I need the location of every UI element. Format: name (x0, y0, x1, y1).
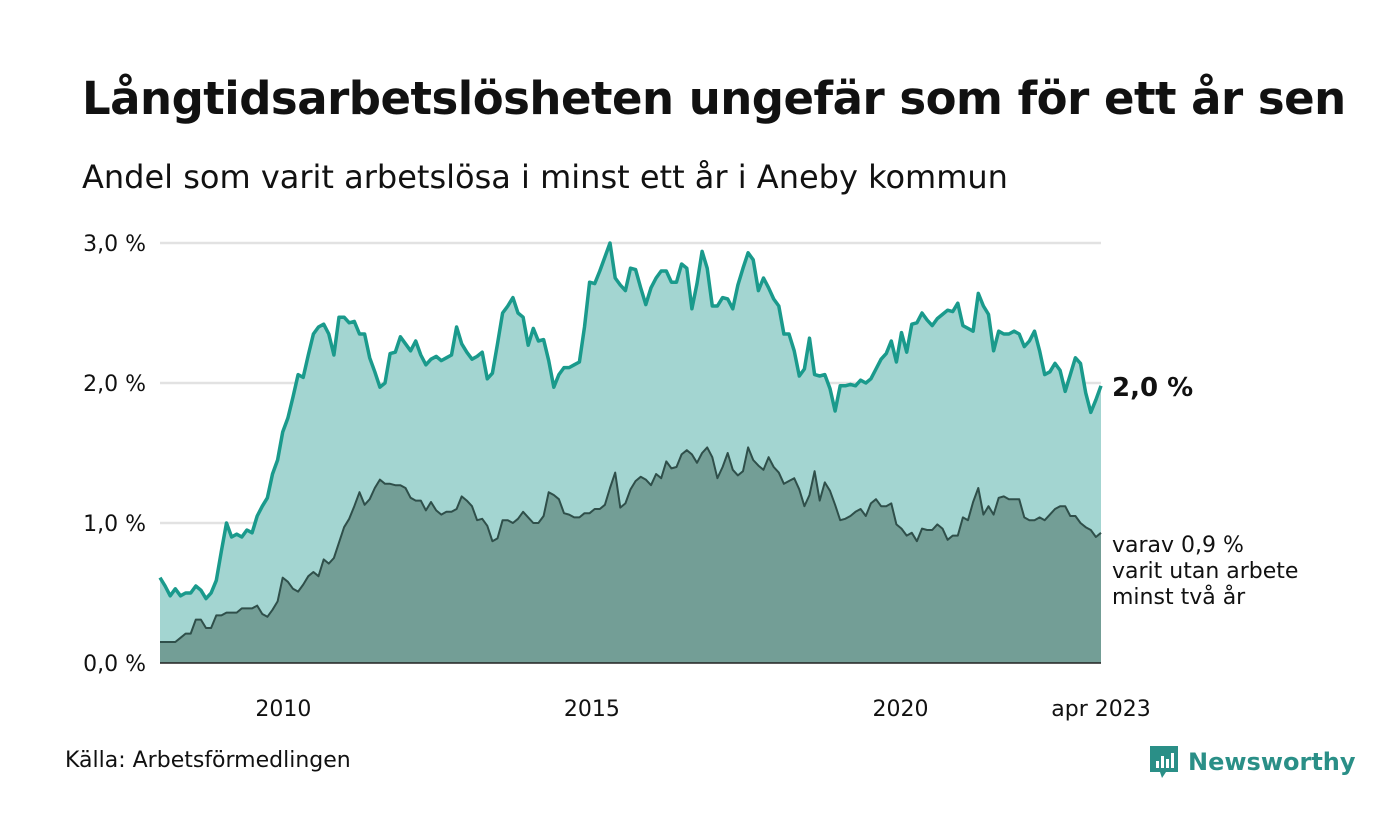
sub-end-label-line-1: varav 0,9 % (1112, 533, 1244, 558)
x-tick-label: 2020 (872, 697, 928, 722)
series-sub-area (160, 447, 1101, 663)
x-axis-ticks: 2010 2015 2020 (255, 697, 928, 722)
chart-title: Långtidsarbetslösheten ungefär som för e… (82, 72, 1346, 125)
source-note: Källa: Arbetsförmedlingen (65, 748, 351, 773)
brand-logo: Newsworthy (1148, 744, 1356, 780)
brand-name: Newsworthy (1188, 748, 1356, 776)
series-sub-end-label: varav 0,9 % varit utan arbete minst två … (1112, 533, 1305, 610)
x-end-tick-label: apr 2023 (1051, 697, 1150, 722)
y-tick-label: 0,0 % (83, 652, 146, 677)
series-sub-line (160, 446, 1102, 643)
sub-end-label-line-2: varit utan arbete (1112, 559, 1298, 584)
series-main-end-label: 2,0 % (1112, 373, 1193, 403)
bar-chart-speech-bubble-icon (1150, 746, 1178, 778)
series-main-line (158, 241, 1103, 601)
y-tick-label: 3,0 % (83, 232, 146, 257)
y-tick-label: 2,0 % (83, 372, 146, 397)
sub-end-label-line-3: minst två år (1112, 584, 1246, 610)
y-tick-label: 1,0 % (83, 512, 146, 537)
y-axis-ticks: 0,0 % 1,0 % 2,0 % 3,0 % (83, 232, 146, 677)
x-tick-label: 2015 (564, 697, 620, 722)
chart-subtitle: Andel som varit arbetslösa i minst ett å… (82, 158, 1008, 196)
x-tick-label: 2010 (255, 697, 311, 722)
